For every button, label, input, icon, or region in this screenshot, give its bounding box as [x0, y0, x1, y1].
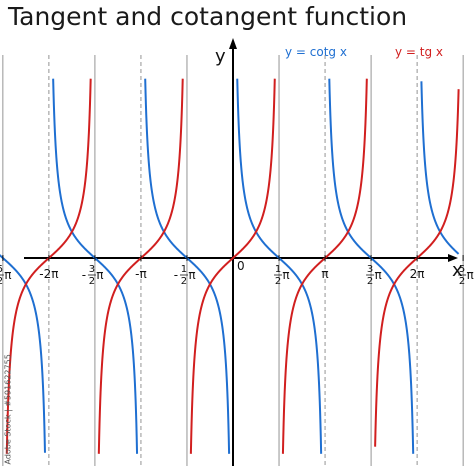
x-tick-label-5: 1 2π [275, 264, 290, 287]
series-tg-branch-3 [189, 78, 276, 454]
x-tick-label-9: 5 2π [459, 264, 474, 287]
series-cotg-branch-0 [0, 254, 46, 453]
curves-layer [0, 78, 460, 454]
x-tick-label-6: π [321, 267, 328, 281]
x-tick-label-7: 3 2π [367, 264, 382, 287]
chart-title: Tangent and cotangent function [8, 2, 408, 31]
x-tick-label-8: 2π [410, 267, 425, 281]
labels-layer: -52π -2π -32π -π -12π 12π π 32π 2π 52π 0 x y [0, 46, 474, 287]
x-axis-arrow [448, 254, 458, 262]
x-axis-label: x [452, 260, 463, 281]
stock-id-text: Adobe Stock | #591622755 [3, 354, 13, 465]
origin-label: 0 [237, 259, 245, 273]
y-axis-label: y [215, 46, 226, 67]
x-tick-label-2: -3 2π [82, 264, 104, 287]
x-tick-label-3: -π [135, 267, 147, 281]
y-axis-arrow [229, 38, 237, 49]
legend-tg: y = tg x [395, 45, 443, 59]
series-cotg-branch-5 [420, 81, 460, 255]
x-tick-label-1: -2π [39, 267, 58, 281]
x-tick-label-4: -1 2π [174, 264, 196, 287]
legend-cotg: y = cotg x [285, 45, 347, 59]
x-tick-label-0: -52π [0, 264, 11, 287]
